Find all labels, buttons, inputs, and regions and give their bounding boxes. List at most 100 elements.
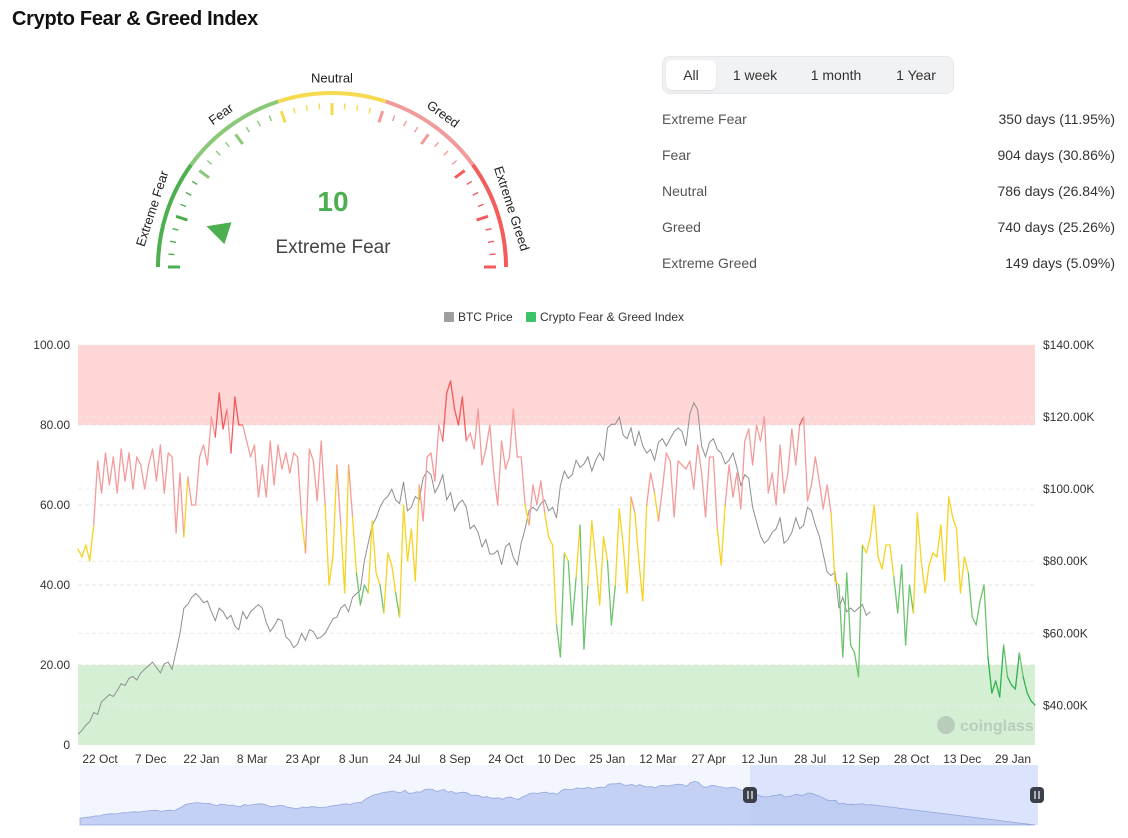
stat-row-extreme-greed: Extreme Greed 149 days (5.09%) <box>662 247 1115 283</box>
legend-item-fear-greed[interactable]: Crypto Fear & Greed Index <box>525 310 684 324</box>
coinglass-watermark: coinglass <box>937 716 1034 735</box>
tab-all[interactable]: All <box>666 60 716 90</box>
fear-greed-segment <box>548 536 554 546</box>
stat-row-fear: Fear 904 days (30.86%) <box>662 139 1115 175</box>
range-navigator[interactable] <box>79 765 1044 826</box>
fear-greed-segment <box>802 416 809 502</box>
gauge-tick <box>476 214 489 222</box>
legend-item-btc-price[interactable]: BTC Price <box>443 310 513 324</box>
stat-row-extreme-fear: Extreme Fear 350 days (11.95%) <box>662 103 1115 139</box>
fear-greed-segment <box>881 544 887 570</box>
fear-greed-segment <box>751 424 758 466</box>
x-axis-tick: 8 Jun <box>339 752 368 766</box>
fear-greed-segment <box>1026 692 1032 702</box>
fear-greed-segment <box>285 452 291 474</box>
gauge-tick <box>175 214 188 222</box>
fear-greed-segment <box>422 456 428 522</box>
fear-greed-segment <box>442 392 448 442</box>
stat-label: Fear <box>662 147 691 163</box>
fear-greed-segment <box>944 496 950 582</box>
fear-greed-segment <box>296 456 303 518</box>
fear-greed-segment <box>430 452 436 482</box>
fear-greed-segment <box>834 580 840 586</box>
navigator-right-handle[interactable] <box>1030 787 1044 803</box>
fear-greed-segment <box>144 464 150 490</box>
tab-1-week[interactable]: 1 week <box>732 67 778 83</box>
fear-greed-segment <box>167 452 173 458</box>
fear-greed-segment <box>210 416 216 438</box>
sentiment-stats: Extreme Fear 350 days (11.95%) Fear 904 … <box>662 103 1115 283</box>
fear-greed-segment <box>755 424 762 442</box>
x-axis-tick: 7 Dec <box>135 752 166 766</box>
fear-greed-segment <box>85 544 91 562</box>
fear-greed-segment <box>230 396 236 454</box>
fear-greed-segment <box>618 508 624 546</box>
stat-value: 149 days (5.09%) <box>1005 255 1115 271</box>
fear-greed-segment <box>316 440 322 502</box>
fear-greed-segment <box>304 448 311 554</box>
fear-greed-segment <box>783 472 789 494</box>
fear-greed-segment <box>100 452 107 494</box>
stat-value: 740 days (25.26%) <box>997 219 1115 235</box>
fear-greed-segment <box>822 484 828 510</box>
fear-greed-segment <box>963 556 969 574</box>
y-axis-left-tick: 60.00 <box>40 498 70 512</box>
fear-greed-segment <box>661 452 667 490</box>
fear-greed-segment <box>716 528 722 566</box>
gauge-tick <box>466 180 473 186</box>
fear-greed-segment <box>89 524 95 562</box>
fear-greed-segment <box>563 552 569 562</box>
navigator-left-handle[interactable] <box>743 787 757 803</box>
tab-1-month[interactable]: 1 month <box>810 67 862 83</box>
fear-greed-segment <box>677 460 683 466</box>
x-axis-tick: 8 Sep <box>439 752 471 766</box>
gauge-tick <box>224 141 230 148</box>
fear-greed-segment <box>649 472 656 494</box>
fear-greed-segment <box>579 524 585 650</box>
fear-greed-segment <box>559 552 565 658</box>
fear-greed-segment <box>850 644 856 654</box>
fear-greed-segment <box>359 584 365 606</box>
handle-icon <box>743 787 757 803</box>
fear-greed-segment <box>253 444 260 498</box>
gauge-tick <box>487 240 495 243</box>
x-axis-tick: 23 Apr <box>286 752 321 766</box>
fear-greed-segment <box>673 460 679 518</box>
gauge-tick <box>485 228 492 231</box>
fear-greed-segment <box>398 504 405 618</box>
fear-greed-segment <box>865 536 871 554</box>
x-axis-tick: 12 Jun <box>741 752 777 766</box>
fear-greed-segment <box>979 584 985 602</box>
fear-greed-line <box>77 380 1036 706</box>
fear-greed-segment <box>410 528 416 582</box>
fear-greed-segment <box>536 480 542 506</box>
fear-greed-segment <box>1010 684 1017 690</box>
fear-greed-segment <box>116 448 122 494</box>
gauge-tick <box>434 141 440 148</box>
fear-greed-segment <box>614 508 620 586</box>
fear-greed-segment <box>344 464 350 594</box>
x-axis-tick: 8 Mar <box>237 752 268 766</box>
y-axis-left-tick: 100.00 <box>33 338 70 352</box>
y-axis-right-tick: $80.00K <box>1043 554 1088 568</box>
fear-greed-segment <box>700 472 707 518</box>
gauge-zone-label: Greed <box>424 97 462 130</box>
fear-greed-segment <box>198 444 205 458</box>
tab-1-year[interactable]: 1 Year <box>896 67 936 83</box>
fear-greed-segment <box>277 444 283 470</box>
gauge-tick <box>305 104 308 112</box>
fear-greed-segment <box>975 600 981 626</box>
gauge-tick <box>451 159 458 165</box>
gauge-tick <box>377 110 385 123</box>
fear-greed-segment <box>744 428 750 442</box>
fear-greed-segment <box>242 424 248 442</box>
fear-greed-segment <box>532 484 538 506</box>
fear-greed-segment <box>712 456 718 530</box>
fear-greed-segment <box>767 472 773 494</box>
fear-greed-segment <box>140 464 146 490</box>
gauge-tick <box>356 104 359 112</box>
y-axis-left-tick: 40.00 <box>40 578 70 592</box>
x-axis-tick: 25 Jan <box>589 752 625 766</box>
fear-greed-segment <box>598 536 605 606</box>
fear-greed-segment <box>669 460 675 518</box>
